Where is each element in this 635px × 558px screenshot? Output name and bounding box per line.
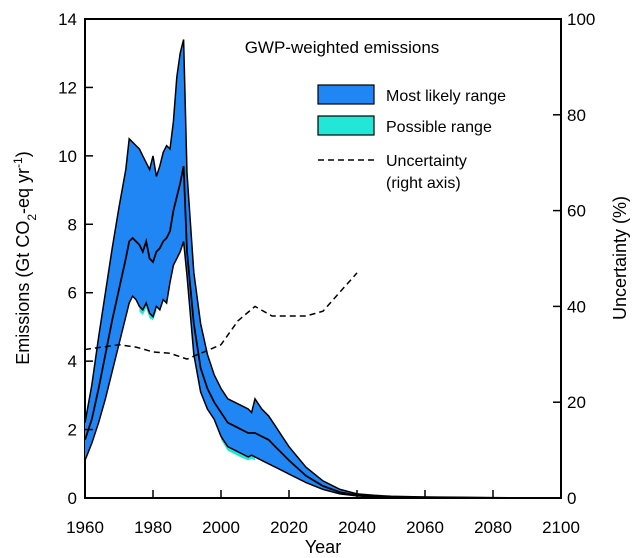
x-tick-label: 2100 bbox=[542, 518, 580, 537]
lines-layer bbox=[84, 39, 562, 499]
legend-label-possible: Possible range bbox=[386, 119, 492, 136]
legend: Most likely range Possible range Uncerta… bbox=[317, 84, 506, 192]
chart-title: GWP-weighted emissions bbox=[245, 38, 440, 57]
legend-label-uncertainty-axis: (right axis) bbox=[386, 175, 461, 192]
legend-swatch-most-likely bbox=[317, 84, 375, 105]
y-axis-label-right: Uncertainty (%) bbox=[610, 196, 630, 320]
x-tick-label: 2040 bbox=[338, 518, 376, 537]
y-right-tick-label: 20 bbox=[567, 393, 586, 412]
plot-frame bbox=[84, 18, 562, 499]
legend-swatch-possible bbox=[317, 115, 375, 136]
y-left-tick-label: 2 bbox=[68, 421, 77, 440]
y-right-tick-label: 0 bbox=[567, 489, 576, 508]
y-left-tick-label: 14 bbox=[58, 10, 77, 29]
y-right-tick-label: 40 bbox=[567, 297, 586, 316]
lower-bound-line bbox=[84, 241, 562, 499]
y-left-tick-label: 12 bbox=[58, 78, 77, 97]
legend-label-most-likely: Most likely range bbox=[386, 88, 506, 105]
y-left-tick-label: 6 bbox=[68, 284, 77, 303]
y-right-tick-label: 60 bbox=[567, 202, 586, 221]
most-likely-band bbox=[85, 39, 561, 498]
x-tick-label: 2080 bbox=[474, 518, 512, 537]
legend-label-uncertainty: Uncertainty bbox=[386, 153, 467, 170]
y-right-tick-label: 100 bbox=[567, 10, 595, 29]
median-line bbox=[84, 165, 561, 499]
x-tick-label: 1980 bbox=[134, 518, 172, 537]
possible-band-2 bbox=[221, 436, 255, 461]
y-left-tick-label: 4 bbox=[68, 352, 77, 371]
uncertainty-line bbox=[84, 272, 358, 360]
y-right-tick-label: 80 bbox=[567, 106, 586, 125]
x-tick-label: 2000 bbox=[202, 518, 240, 537]
x-tick-label: 2060 bbox=[406, 518, 444, 537]
x-tick-label: 2020 bbox=[270, 518, 308, 537]
y-left-tick-label: 8 bbox=[68, 215, 77, 234]
upper-bound-line bbox=[84, 39, 562, 499]
bands-layer bbox=[85, 39, 561, 498]
y-left-tick-label: 10 bbox=[58, 147, 77, 166]
ticks-layer: 1960 1980 2000 2020 2040 2060 2080 210002468101… bbox=[58, 10, 595, 537]
y-axis-label-left: Emissions (Gt CO2-eq yr-1) bbox=[11, 151, 39, 364]
y-left-tick-label: 0 bbox=[68, 489, 77, 508]
x-tick-label: 1960 bbox=[66, 518, 104, 537]
x-axis-label: Year bbox=[305, 537, 341, 557]
